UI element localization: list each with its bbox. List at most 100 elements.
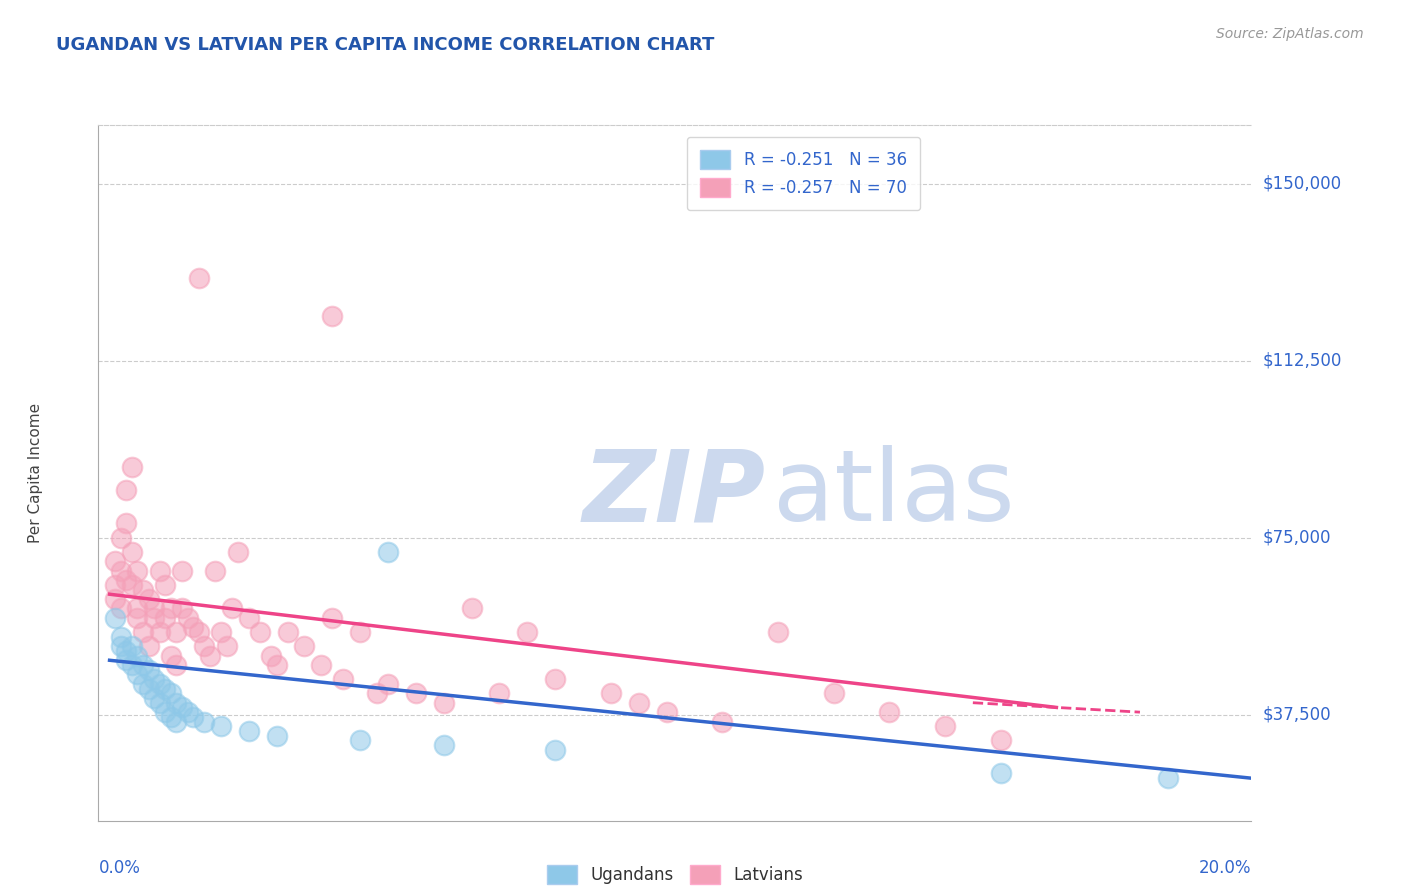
Point <box>321 309 343 323</box>
Point <box>766 624 789 639</box>
Point <box>110 601 132 615</box>
Point <box>138 591 160 606</box>
Point <box>110 639 132 653</box>
Text: UGANDAN VS LATVIAN PER CAPITA INCOME CORRELATION CHART: UGANDAN VS LATVIAN PER CAPITA INCOME COR… <box>56 36 714 54</box>
Point <box>204 564 226 578</box>
Point <box>349 733 371 747</box>
Point <box>132 582 155 597</box>
Point <box>366 686 388 700</box>
Text: atlas: atlas <box>773 445 1015 542</box>
Point <box>349 624 371 639</box>
Text: $112,500: $112,500 <box>1263 351 1341 369</box>
Point <box>143 672 166 686</box>
Point <box>990 766 1012 780</box>
Point <box>879 705 901 719</box>
Point <box>655 705 678 719</box>
Point <box>181 620 204 634</box>
Point <box>249 624 271 639</box>
Point <box>115 483 138 498</box>
Point <box>149 677 172 691</box>
Text: $37,500: $37,500 <box>1263 706 1331 723</box>
Point <box>155 681 177 696</box>
Point <box>155 705 177 719</box>
Point <box>516 624 538 639</box>
Point <box>215 639 238 653</box>
Point <box>176 705 198 719</box>
Point <box>433 696 456 710</box>
Point <box>221 601 243 615</box>
Point <box>132 657 155 672</box>
Point <box>138 663 160 677</box>
Point <box>155 611 177 625</box>
Point <box>115 516 138 531</box>
Point <box>149 624 172 639</box>
Point <box>110 531 132 545</box>
Point <box>170 601 193 615</box>
Point <box>121 545 143 559</box>
Point <box>193 714 215 729</box>
Point <box>321 611 343 625</box>
Point <box>260 648 283 663</box>
Point <box>165 657 187 672</box>
Point <box>143 611 166 625</box>
Legend: Ugandans, Latvians: Ugandans, Latvians <box>538 856 811 892</box>
Point <box>149 696 172 710</box>
Point <box>165 696 187 710</box>
Point <box>332 672 354 686</box>
Point <box>176 611 198 625</box>
Point <box>266 729 288 743</box>
Point <box>1157 771 1180 785</box>
Point <box>143 601 166 615</box>
Point <box>226 545 249 559</box>
Point <box>104 591 127 606</box>
Point <box>104 578 127 592</box>
Point <box>238 611 260 625</box>
Point <box>127 601 149 615</box>
Point <box>198 648 221 663</box>
Point <box>165 714 187 729</box>
Point <box>544 672 567 686</box>
Point <box>132 624 155 639</box>
Text: 0.0%: 0.0% <box>98 859 141 877</box>
Point <box>121 459 143 474</box>
Point <box>127 611 149 625</box>
Point <box>104 554 127 568</box>
Point <box>309 657 332 672</box>
Point <box>149 564 172 578</box>
Point <box>115 653 138 667</box>
Point <box>711 714 734 729</box>
Point <box>187 271 209 285</box>
Text: 20.0%: 20.0% <box>1199 859 1251 877</box>
Point <box>209 624 232 639</box>
Point <box>627 696 650 710</box>
Point <box>127 667 149 681</box>
Text: ZIP: ZIP <box>582 445 766 542</box>
Point <box>138 681 160 696</box>
Point <box>159 710 181 724</box>
Point <box>159 648 181 663</box>
Point <box>544 743 567 757</box>
Point <box>405 686 427 700</box>
Point <box>277 624 299 639</box>
Point <box>127 648 149 663</box>
Point <box>104 611 127 625</box>
Point <box>294 639 316 653</box>
Point <box>377 545 399 559</box>
Point <box>165 624 187 639</box>
Point <box>934 719 956 733</box>
Point <box>138 639 160 653</box>
Point <box>990 733 1012 747</box>
Point <box>110 564 132 578</box>
Point <box>488 686 510 700</box>
Point <box>823 686 845 700</box>
Point <box>209 719 232 733</box>
Point <box>193 639 215 653</box>
Point <box>170 700 193 714</box>
Point <box>159 601 181 615</box>
Point <box>433 738 456 752</box>
Point <box>132 677 155 691</box>
Text: $150,000: $150,000 <box>1263 175 1341 193</box>
Text: Per Capita Income: Per Capita Income <box>28 402 42 543</box>
Point <box>170 564 193 578</box>
Point <box>187 624 209 639</box>
